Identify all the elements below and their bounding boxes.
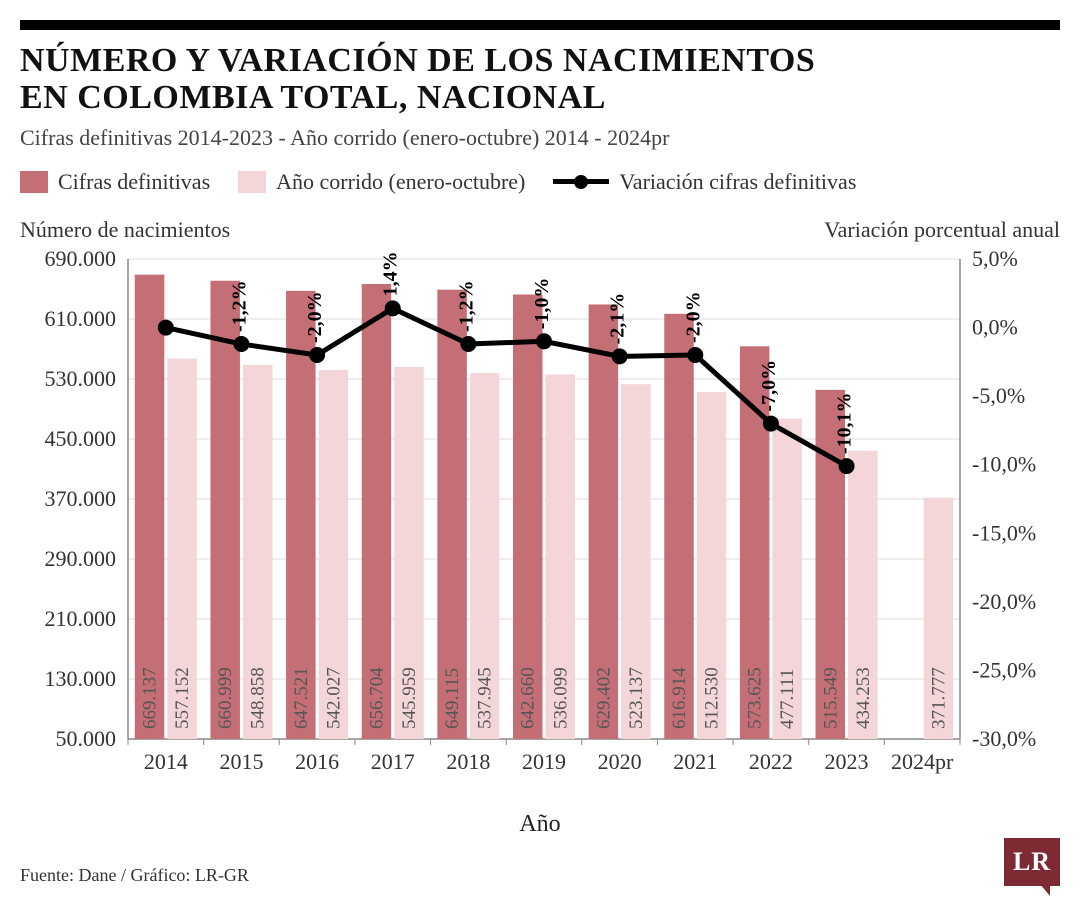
svg-text:2023: 2023 — [825, 749, 869, 774]
svg-text:-2,0%: -2,0% — [304, 291, 326, 343]
svg-text:542.027: 542.027 — [323, 667, 344, 729]
svg-text:515.549: 515.549 — [820, 667, 841, 729]
svg-text:2022: 2022 — [749, 749, 793, 774]
source-text: Fuente: Dane / Gráfico: LR-GR — [20, 865, 249, 886]
svg-text:656.704: 656.704 — [366, 667, 387, 729]
y-right-title: Variación porcentual anual — [824, 217, 1060, 243]
svg-text:523.137: 523.137 — [626, 667, 647, 729]
y-left-title: Número de nacimientos — [20, 217, 230, 243]
svg-text:-25,0%: -25,0% — [972, 657, 1036, 682]
svg-text:-7,0%: -7,0% — [758, 360, 780, 412]
svg-text:536.099: 536.099 — [550, 667, 571, 729]
svg-text:-5,0%: -5,0% — [972, 383, 1025, 408]
top-rule — [20, 20, 1060, 30]
svg-text:545.959: 545.959 — [399, 667, 420, 729]
svg-text:2021: 2021 — [673, 749, 717, 774]
lr-logo-text: LR — [1013, 847, 1051, 877]
svg-text:512.530: 512.530 — [702, 667, 723, 729]
svg-text:210.000: 210.000 — [45, 606, 117, 631]
legend-item-definitivas: Cifras definitivas — [20, 169, 210, 195]
svg-text:2017: 2017 — [371, 749, 415, 774]
svg-text:660.999: 660.999 — [215, 667, 236, 729]
svg-text:-2,1%: -2,1% — [607, 292, 629, 344]
axis-titles: Número de nacimientos Variación porcentu… — [20, 217, 1060, 243]
lr-logo: LR — [1004, 838, 1060, 886]
legend-item-corrido: Año corrido (enero-octubre) — [238, 169, 525, 195]
svg-text:5,0%: 5,0% — [972, 249, 1018, 271]
svg-text:130.000: 130.000 — [45, 666, 117, 691]
swatch-corrido — [238, 171, 266, 193]
chart-title: NÚMERO Y VARIACIÓN DE LOS NACIMIENTOS EN… — [20, 42, 1060, 117]
svg-text:450.000: 450.000 — [45, 426, 117, 451]
legend-label-definitivas: Cifras definitivas — [58, 169, 210, 195]
svg-text:1,4%: 1,4% — [380, 251, 402, 296]
svg-text:-1,0%: -1,0% — [531, 277, 553, 329]
svg-text:690.000: 690.000 — [45, 249, 117, 271]
svg-text:50.000: 50.000 — [56, 726, 117, 751]
svg-text:371.777: 371.777 — [928, 667, 949, 729]
chart-subtitle: Cifras definitivas 2014-2023 - Año corri… — [20, 125, 1060, 151]
svg-text:2014: 2014 — [144, 749, 188, 774]
svg-text:-30,0%: -30,0% — [972, 726, 1036, 751]
svg-text:477.111: 477.111 — [777, 668, 798, 728]
swatch-definitivas — [20, 171, 48, 193]
svg-text:610.000: 610.000 — [45, 306, 117, 331]
x-axis-title: Año — [20, 811, 1060, 838]
legend-label-corrido: Año corrido (enero-octubre) — [276, 169, 525, 195]
swatch-variacion — [553, 171, 609, 193]
svg-text:649.115: 649.115 — [442, 668, 463, 729]
svg-text:2020: 2020 — [598, 749, 642, 774]
svg-text:0,0%: 0,0% — [972, 314, 1018, 339]
title-line1: NÚMERO Y VARIACIÓN DE LOS NACIMIENTOS — [20, 42, 815, 79]
svg-text:-15,0%: -15,0% — [972, 520, 1036, 545]
svg-text:629.402: 629.402 — [593, 667, 614, 729]
svg-text:647.521: 647.521 — [291, 667, 312, 729]
svg-text:557.152: 557.152 — [172, 667, 193, 729]
svg-text:-20,0%: -20,0% — [972, 589, 1036, 614]
svg-text:-1,2%: -1,2% — [228, 280, 250, 332]
svg-text:573.625: 573.625 — [745, 667, 766, 729]
svg-text:548.858: 548.858 — [248, 667, 269, 729]
svg-text:370.000: 370.000 — [45, 486, 117, 511]
svg-text:2018: 2018 — [446, 749, 490, 774]
svg-text:290.000: 290.000 — [45, 546, 117, 571]
legend: Cifras definitivas Año corrido (enero-oc… — [20, 169, 1060, 195]
svg-text:2015: 2015 — [219, 749, 263, 774]
svg-text:2019: 2019 — [522, 749, 566, 774]
svg-text:642.660: 642.660 — [518, 667, 539, 729]
svg-text:-10,0%: -10,0% — [972, 451, 1036, 476]
chart: 50.000 130.000 210.000 290.000 370.000 450.00… — [20, 249, 1060, 809]
svg-text:-2,0%: -2,0% — [682, 291, 704, 343]
title-line2: EN COLOMBIA TOTAL, NACIONAL — [20, 79, 606, 116]
svg-text:2024pr: 2024pr — [891, 749, 954, 774]
svg-text:434.253: 434.253 — [853, 667, 874, 729]
svg-text:616.914: 616.914 — [669, 667, 690, 729]
chart-svg: 50.000 130.000 210.000 290.000 370.000 450.00… — [20, 249, 1060, 809]
svg-text:669.137: 669.137 — [140, 667, 161, 729]
svg-text:530.000: 530.000 — [45, 366, 117, 391]
legend-item-variacion: Variación cifras definitivas — [553, 169, 856, 195]
legend-label-variacion: Variación cifras definitivas — [619, 169, 856, 195]
svg-text:-1,2%: -1,2% — [455, 280, 477, 332]
svg-text:2016: 2016 — [295, 749, 339, 774]
svg-text:537.945: 537.945 — [475, 667, 496, 729]
svg-text:-10,1%: -10,1% — [834, 392, 856, 454]
